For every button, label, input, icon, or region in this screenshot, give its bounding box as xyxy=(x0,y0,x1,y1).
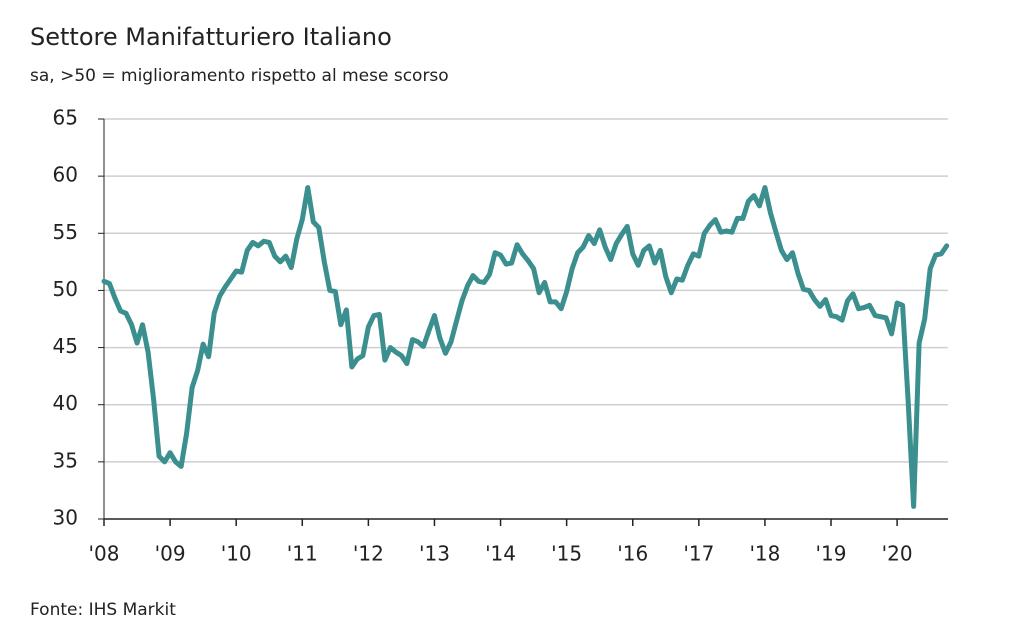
y-tick-label: 65 xyxy=(53,106,78,130)
x-tick-label: '14 xyxy=(485,542,516,566)
x-tick-label: '18 xyxy=(749,542,780,566)
chart-title: Settore Manifatturiero Italiano xyxy=(30,23,392,51)
source-note: Fonte: IHS Markit xyxy=(30,600,176,620)
x-tick-label: '10 xyxy=(221,542,252,566)
chart-subtitle: sa, >50 = miglioramento rispetto al mese… xyxy=(30,66,449,86)
x-tick-label: '12 xyxy=(353,542,384,566)
x-tick-label: '19 xyxy=(816,542,847,566)
y-tick-label: 40 xyxy=(53,391,78,415)
y-tick-label: 45 xyxy=(53,334,78,358)
x-tick-label: '15 xyxy=(551,542,582,566)
x-tick-label: '09 xyxy=(155,542,186,566)
x-tick-label: '20 xyxy=(882,542,913,566)
x-tick-label: '13 xyxy=(419,542,450,566)
y-tick-label: 30 xyxy=(53,506,78,530)
x-tick-label: '17 xyxy=(683,542,714,566)
x-tick-label: '11 xyxy=(287,542,318,566)
y-tick-label: 60 xyxy=(53,163,78,187)
x-tick-label: '08 xyxy=(89,542,120,566)
x-tick-label: '16 xyxy=(617,542,648,566)
y-tick-label: 50 xyxy=(53,277,78,301)
y-tick-label: 55 xyxy=(53,220,78,244)
data-line xyxy=(101,185,950,509)
y-tick-label: 35 xyxy=(53,448,78,472)
